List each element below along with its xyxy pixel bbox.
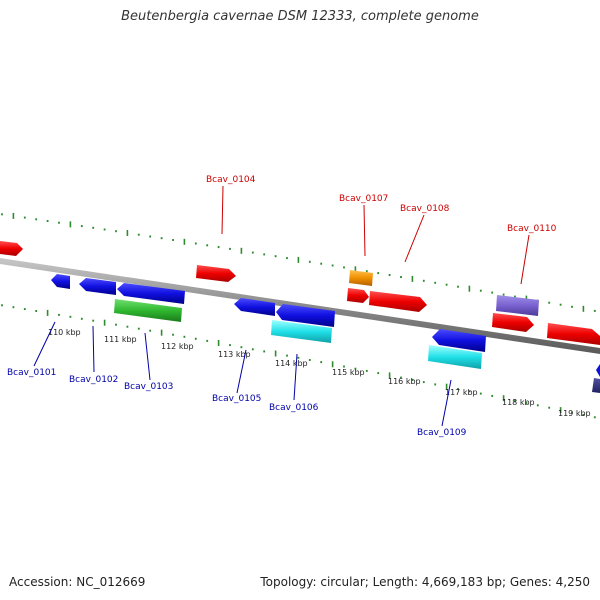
gene-label-bcav-0108[interactable]: Bcav_0108 — [400, 204, 450, 214]
gene-label-bcav-0106[interactable]: Bcav_0106 — [269, 403, 319, 413]
gene-label-bcav-0109[interactable]: Bcav_0109 — [417, 428, 467, 438]
tick-label-118: 118 kbp — [502, 398, 535, 407]
gene-arrow[interactable] — [276, 304, 335, 327]
gene-label-bcav-0101[interactable]: Bcav_0101 — [7, 368, 56, 378]
gene-arrow[interactable] — [592, 378, 600, 393]
gene-arrow[interactable] — [496, 295, 539, 316]
gene-arrow[interactable] — [369, 291, 427, 312]
gene-arrow[interactable] — [196, 265, 236, 282]
genome-summary: Topology: circular; Length: 4,669,183 bp… — [260, 575, 590, 589]
gene-arrow[interactable] — [596, 364, 600, 377]
gene-arrow[interactable] — [432, 329, 486, 352]
tick-labels: 110 kbp 111 kbp 112 kbp 113 kbp 114 kbp … — [48, 328, 591, 418]
tick-row-inner — [1, 304, 596, 419]
gene-label-bcav-0105[interactable]: Bcav_0105 — [212, 394, 261, 404]
gene-arrow[interactable] — [114, 299, 182, 322]
tick-label-110: 110 kbp — [48, 328, 81, 337]
gene-arrow[interactable] — [117, 283, 185, 304]
genome-backbone — [0, 258, 600, 354]
gene-arrow[interactable] — [79, 278, 116, 295]
gene-labels: Bcav_0104 Bcav_0107 Bcav_0108 Bcav_0110 … — [7, 175, 557, 438]
tick-label-112: 112 kbp — [161, 342, 194, 351]
gene-arrow[interactable] — [234, 298, 275, 316]
gene-arrow[interactable] — [347, 288, 369, 303]
gene-label-bcav-0104[interactable]: Bcav_0104 — [206, 175, 256, 185]
tick-label-117: 117 kbp — [445, 388, 478, 397]
tick-label-116: 116 kbp — [388, 377, 421, 386]
gene-label-bcav-0110[interactable]: Bcav_0110 — [507, 224, 557, 234]
gene-arrow[interactable] — [492, 313, 534, 332]
label-leaders — [33, 185, 530, 427]
tick-label-119: 119 kbp — [558, 409, 591, 418]
tick-label-111: 111 kbp — [104, 335, 137, 344]
gene-label-bcav-0103[interactable]: Bcav_0103 — [124, 382, 173, 392]
gene-arrow[interactable] — [271, 320, 332, 343]
gene-arrow[interactable] — [428, 345, 482, 369]
tick-label-115: 115 kbp — [332, 368, 365, 377]
gene-arrow[interactable] — [349, 270, 373, 286]
map-title: Beutenbergia cavernae DSM 12333, complet… — [121, 9, 479, 24]
accession-label: Accession: NC_012669 — [9, 575, 146, 589]
tick-label-113: 113 kbp — [218, 350, 251, 359]
gene-label-bcav-0107[interactable]: Bcav_0107 — [339, 194, 388, 204]
gene-arrow[interactable] — [547, 323, 600, 345]
gene-label-bcav-0102[interactable]: Bcav_0102 — [69, 375, 118, 385]
tick-label-114: 114 kbp — [275, 359, 308, 368]
gene-arrow[interactable] — [0, 241, 23, 256]
gene-arrow[interactable] — [51, 274, 70, 289]
tick-row-outer — [1, 212, 596, 312]
